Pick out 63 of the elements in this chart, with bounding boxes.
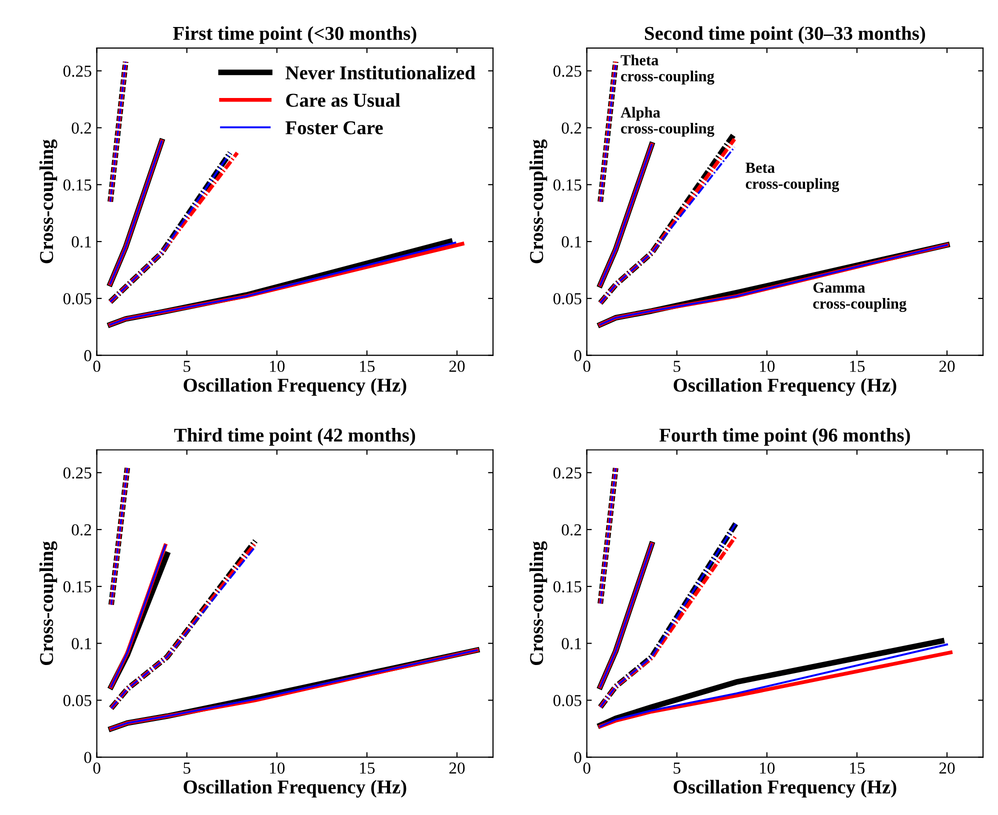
y-tick-label: 0 <box>84 350 92 362</box>
y-tick-label: 0.2 <box>562 122 582 134</box>
y-tick-label: 0.25 <box>553 66 582 77</box>
y-tick-label: 0.2 <box>72 122 92 134</box>
y-tick-label: 0.2 <box>72 524 92 536</box>
x-tick-label: 5 <box>184 762 190 774</box>
chart-title: Third time point (42 months) <box>174 428 416 446</box>
annotation: Theta cross-coupling <box>620 54 714 85</box>
x-axis-title: Oscillation Frequency (Hz) <box>674 378 896 396</box>
x-tick-label: 0 <box>93 762 100 774</box>
x-axis-title: Oscillation Frequency (Hz) <box>674 780 896 798</box>
y-axis-title: Cross-coupling <box>529 541 548 666</box>
x-tick-label: 15 <box>360 360 375 372</box>
legend-label: Never Institutionalized <box>286 66 476 80</box>
chart-title: Second time point (30–33 months) <box>644 26 926 44</box>
chart-title: First time point (<30 months) <box>173 26 416 44</box>
x-axis-title: Oscillation Frequency (Hz) <box>184 378 406 396</box>
y-axis-title: Cross-coupling <box>529 139 548 264</box>
x-tick-label: 10 <box>270 360 285 372</box>
y-tick-label: 0.25 <box>63 66 92 77</box>
x-tick-label: 0 <box>93 360 100 372</box>
y-tick-label: 0.15 <box>553 179 582 191</box>
chart-title: Fourth time point (96 months) <box>659 428 910 446</box>
y-tick-label: 0 <box>574 752 582 764</box>
annotation: Gamma cross-coupling <box>813 282 906 312</box>
legend-label: Care as Usual <box>286 93 400 107</box>
y-tick-label: 0.05 <box>553 694 582 706</box>
y-tick-label: 0.05 <box>553 293 582 304</box>
y-tick-label: 0 <box>84 752 92 764</box>
y-tick-label: 0.2 <box>562 524 582 536</box>
x-tick-label: 10 <box>760 762 775 774</box>
x-tick-label: 0 <box>583 762 590 774</box>
x-tick-label: 20 <box>449 360 465 372</box>
y-tick-label: 0.1 <box>562 236 581 248</box>
y-tick-label: 0.15 <box>553 581 582 592</box>
x-tick-label: 20 <box>939 762 955 774</box>
y-tick-label: 0.05 <box>63 694 92 706</box>
y-axis-title: Cross-coupling <box>39 541 58 666</box>
legend-label: Foster Care <box>286 121 383 134</box>
x-tick-label: 0 <box>583 360 590 372</box>
y-tick-label: 0.15 <box>63 179 92 191</box>
y-tick-label: 0.25 <box>63 467 92 479</box>
y-tick-label: 0.25 <box>553 467 582 479</box>
x-tick-label: 15 <box>360 762 375 774</box>
y-tick-label: 0.1 <box>562 638 581 650</box>
x-tick-label: 20 <box>449 762 465 774</box>
y-tick-label: 0.05 <box>63 293 92 304</box>
x-tick-label: 5 <box>674 762 680 774</box>
x-tick-label: 15 <box>850 762 865 774</box>
x-tick-label: 5 <box>674 360 680 372</box>
y-axis-title: Cross-coupling <box>39 139 58 264</box>
x-tick-label: 20 <box>939 360 955 372</box>
x-tick-label: 15 <box>850 360 865 372</box>
x-axis-title: Oscillation Frequency (Hz) <box>184 780 406 798</box>
x-tick-label: 5 <box>184 360 190 372</box>
y-tick-label: 0 <box>574 350 582 362</box>
annotation: Beta cross-coupling <box>746 162 840 192</box>
y-tick-label: 0.1 <box>72 236 91 248</box>
y-tick-label: 0.15 <box>63 581 92 592</box>
x-tick-label: 10 <box>760 360 775 372</box>
y-tick-label: 0.1 <box>72 638 91 650</box>
x-tick-label: 10 <box>270 762 285 774</box>
annotation: Alpha cross-coupling <box>620 106 714 137</box>
